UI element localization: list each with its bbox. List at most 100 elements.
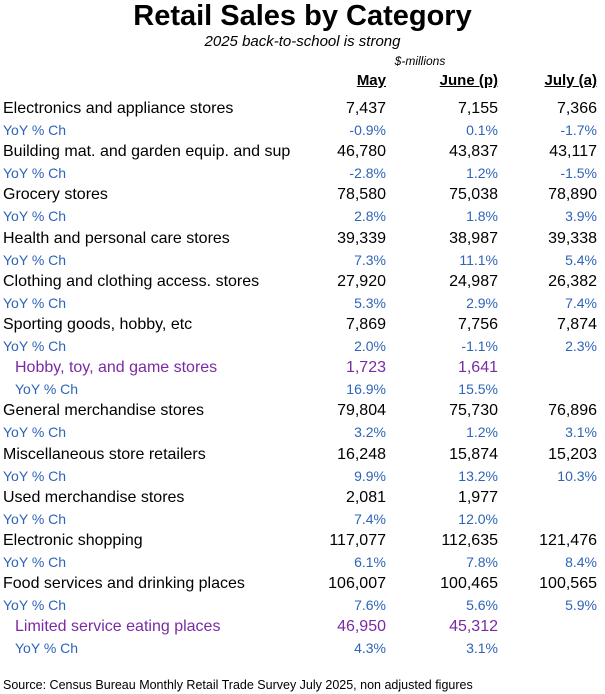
yoy-value: 7.8% xyxy=(466,553,498,570)
category-label: Building mat. and garden equip. and sup xyxy=(3,143,291,161)
subcategory-row: Limited service eating places 46,950 45,31… xyxy=(0,616,605,659)
yoy-value: 2.0% xyxy=(354,337,386,354)
yoy-label: YoY % Ch xyxy=(3,597,67,614)
sales-value: 7,869 xyxy=(345,315,386,333)
sales-line: Health and personal care stores 39,339 38,… xyxy=(0,228,605,250)
sales-line: Sporting goods, hobby, etc 7,869 7,756 7,87… xyxy=(0,314,605,336)
yoy-value: 11.1% xyxy=(459,251,498,268)
category-label: Limited service eating places xyxy=(15,618,221,636)
sales-value: 7,756 xyxy=(457,315,498,333)
sales-value: 46,950 xyxy=(337,618,386,636)
category-row: Sporting goods, hobby, etc 7,869 7,756 7,87… xyxy=(0,314,605,357)
yoy-value: -1.1% xyxy=(461,337,498,354)
category-label: Used merchandise stores xyxy=(3,488,185,506)
yoy-label: YoY % Ch xyxy=(15,640,79,657)
yoy-value: 16.9% xyxy=(346,381,386,398)
yoy-value: 3.9% xyxy=(565,208,597,225)
sales-value: 117,077 xyxy=(329,531,386,549)
yoy-value: 6.1% xyxy=(354,553,386,570)
sales-value: 15,874 xyxy=(449,445,498,463)
category-row: Building mat. and garden equip. and sup 4… xyxy=(0,141,605,184)
yoy-label: YoY % Ch xyxy=(3,337,67,354)
source-note: Source: Census Bureau Monthly Retail Tra… xyxy=(3,678,473,692)
sales-value: 78,580 xyxy=(337,186,386,204)
yoy-line: YoY % Ch 6.1% 7.8% 8.4% xyxy=(0,553,605,571)
sales-value: 7,155 xyxy=(457,100,498,117)
table-subtitle: 2025 back-to-school is strong xyxy=(204,33,401,50)
sales-value: 100,565 xyxy=(539,575,597,593)
yoy-value: 7.4% xyxy=(354,510,386,527)
sales-value: 27,920 xyxy=(337,272,386,290)
category-label: Sporting goods, hobby, etc xyxy=(3,315,193,333)
yoy-value: 13.2% xyxy=(458,467,498,484)
sales-value: 24,987 xyxy=(449,272,498,290)
sales-value: 43,117 xyxy=(549,143,597,161)
yoy-label: YoY % Ch xyxy=(3,467,67,484)
category-row: Grocery stores 78,580 75,038 78,890 YoY % Ch… xyxy=(0,184,605,227)
sales-line: Electronic shopping 117,077 112,635 121,476 xyxy=(0,530,605,552)
yoy-value: -2.8% xyxy=(349,165,386,182)
category-label: Miscellaneous store retailers xyxy=(3,445,206,463)
sales-line: Grocery stores 78,580 75,038 78,890 xyxy=(0,184,605,206)
category-label: Hobby, toy, and game stores xyxy=(15,359,218,377)
sales-value: 39,339 xyxy=(337,229,386,247)
sales-value: 112,635 xyxy=(441,531,498,549)
category-table: Electronics and appliance stores 7,437 7,1… xyxy=(0,98,605,659)
yoy-line: YoY % Ch 3.2% 1.2% 3.1% xyxy=(0,423,605,441)
yoy-label: YoY % Ch xyxy=(3,251,67,268)
yoy-line: YoY % Ch -0.9% 0.1% -1.7% xyxy=(0,121,605,139)
yoy-label: YoY % Ch xyxy=(3,294,67,311)
category-row: Clothing and clothing access. stores 27,9… xyxy=(0,271,605,314)
sales-value: 7,874 xyxy=(556,315,597,333)
sales-value: 1,977 xyxy=(457,488,498,506)
sales-value: 7,366 xyxy=(556,100,597,117)
subcategory-row: Hobby, toy, and game stores 1,723 1,641 YoY… xyxy=(0,357,605,400)
column-header-may: May xyxy=(356,72,386,89)
yoy-value: 5.9% xyxy=(565,597,597,614)
yoy-label: YoY % Ch xyxy=(3,208,67,225)
yoy-value: 9.9% xyxy=(354,467,386,484)
sales-value: 38,987 xyxy=(449,229,498,247)
yoy-line: YoY % Ch 5.3% 2.9% 7.4% xyxy=(0,294,605,312)
category-label: Clothing and clothing access. stores xyxy=(3,272,260,290)
category-row: Electronics and appliance stores 7,437 7,1… xyxy=(0,98,605,141)
yoy-value: 0.1% xyxy=(466,122,498,138)
sales-value: 106,007 xyxy=(328,575,386,593)
column-header-june: June (p) xyxy=(439,72,498,89)
sales-line: Limited service eating places 46,950 45,31… xyxy=(0,616,605,638)
yoy-value: 1.8% xyxy=(466,208,498,225)
sales-line: Electronics and appliance stores 7,437 7,1… xyxy=(0,98,605,120)
yoy-value: 5.3% xyxy=(354,294,386,311)
yoy-value: 3.2% xyxy=(354,424,386,441)
category-label: General merchandise stores xyxy=(3,402,204,420)
sales-value: 78,890 xyxy=(548,186,597,204)
sales-value: 121,476 xyxy=(539,531,597,549)
yoy-label: YoY % Ch xyxy=(3,553,67,570)
category-label: Electronic shopping xyxy=(3,531,143,549)
category-label: Health and personal care stores xyxy=(3,229,230,247)
category-row: Food services and drinking places 106,007… xyxy=(0,573,605,616)
sales-value: 2,081 xyxy=(345,488,386,506)
yoy-value: 2.8% xyxy=(354,208,386,225)
yoy-label: YoY % Ch xyxy=(3,122,67,138)
yoy-value: 1.2% xyxy=(466,424,498,441)
yoy-value: 15.5% xyxy=(458,381,498,398)
yoy-value: 4.3% xyxy=(354,640,386,657)
sales-value: 39,338 xyxy=(548,229,597,247)
yoy-value: 2.3% xyxy=(565,337,597,354)
sales-line: Miscellaneous store retailers 16,248 15,87… xyxy=(0,444,605,466)
sales-value: 45,312 xyxy=(449,618,498,636)
yoy-label: YoY % Ch xyxy=(15,381,79,398)
sales-line: Building mat. and garden equip. and sup 4… xyxy=(0,141,605,163)
category-label: Grocery stores xyxy=(3,186,108,204)
yoy-value: 10.3% xyxy=(557,467,597,484)
category-label: Food services and drinking places xyxy=(3,575,245,593)
sales-line: General merchandise stores 79,804 75,730 76… xyxy=(0,400,605,422)
sales-value: 75,038 xyxy=(449,186,498,204)
yoy-line: YoY % Ch 4.3% 3.1% xyxy=(0,639,605,657)
yoy-value: 2.9% xyxy=(466,294,498,311)
sales-line: Clothing and clothing access. stores 27,9… xyxy=(0,271,605,293)
yoy-line: YoY % Ch 7.3% 11.1% 5.4% xyxy=(0,251,605,269)
table-title: Retail Sales by Category xyxy=(133,0,472,32)
sales-line: Used merchandise stores 2,081 1,977 xyxy=(0,487,605,509)
